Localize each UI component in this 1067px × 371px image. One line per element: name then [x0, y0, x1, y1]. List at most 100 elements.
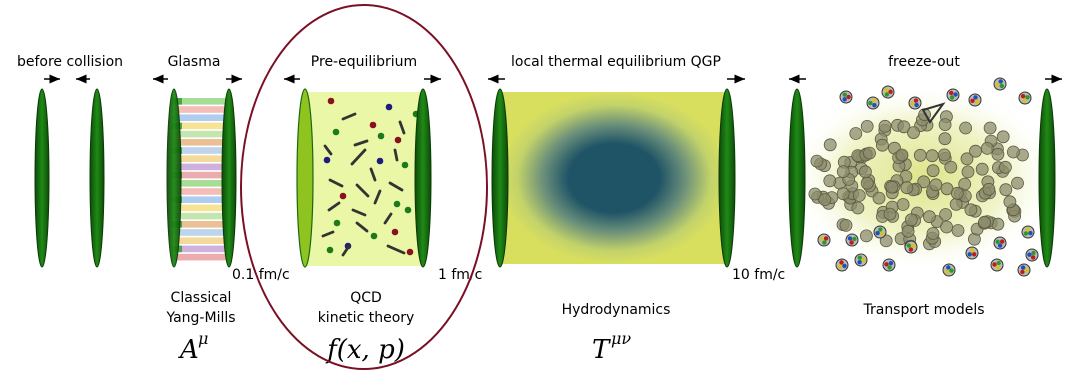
- before-collision-stage: before collision: [17, 54, 123, 268]
- quark-dot: [1027, 252, 1032, 257]
- quark-dot: [849, 240, 854, 245]
- flux-tube-stripe: [172, 188, 226, 195]
- hadron-particle: [879, 234, 893, 248]
- hadron-particle: [808, 187, 822, 201]
- flux-tube-stripe: [172, 163, 226, 171]
- glasma-stage: Glasma 0.1 fm/c Classical Yang-Mills A μ: [153, 54, 290, 365]
- gluon-segment: [327, 201, 341, 212]
- hadron-particle: [964, 203, 978, 217]
- gluon-segment: [350, 148, 367, 166]
- before-collision-title: before collision: [17, 54, 123, 70]
- hadron-particle: [951, 224, 965, 237]
- pre-equilibrium-title: Pre-equilibrium: [311, 54, 417, 70]
- quark-dot: [906, 243, 911, 248]
- hadron-particle: [852, 189, 866, 202]
- quark-dot: [1020, 269, 1025, 275]
- gluon-segment: [355, 221, 369, 233]
- gluon-segment: [373, 189, 382, 205]
- hadron-particle: [978, 215, 991, 229]
- hadron-particle: [929, 178, 943, 192]
- hadron-particle: [938, 132, 952, 146]
- quark-dot: [949, 268, 954, 273]
- hadron-particle: [1007, 145, 1020, 159]
- nucleus-right: [221, 88, 237, 268]
- hadron-particle: [810, 154, 824, 168]
- nucleus-left: [788, 88, 806, 268]
- quark-dot: [884, 92, 890, 97]
- hadron-particle: [885, 180, 899, 194]
- pre-equilibrium-stage: Pre-equilibrium 1 fm/c QCD kinetic theor…: [240, 4, 488, 370]
- flux-tube-stripe: [172, 212, 226, 220]
- quark-dot: [1020, 94, 1026, 99]
- hadron-particle: [960, 152, 974, 166]
- flux-tube-stripe: [172, 139, 226, 146]
- quark-dot: [1028, 230, 1033, 236]
- flux-tube-stripe: [172, 245, 226, 253]
- distribution-function-symbol: f(x, p): [325, 335, 405, 365]
- hadron-particle: [983, 121, 997, 135]
- quark-dot: [837, 264, 843, 269]
- quark-dot: [1025, 95, 1030, 100]
- hadron-particle: [926, 164, 940, 178]
- hadron-particle: [950, 186, 964, 200]
- glasma-field-superscript: μ: [198, 329, 208, 348]
- glasma-theory-line1: Classical: [171, 290, 232, 306]
- hadron-particle: [823, 138, 837, 152]
- hadron-gas: [808, 77, 1039, 277]
- quark-dot: [822, 240, 827, 245]
- flux-tube-stripe: [172, 130, 226, 138]
- hadron-particle: [860, 120, 874, 133]
- quark-dot: [946, 265, 951, 270]
- quark-dot: [842, 92, 847, 97]
- flux-tube-stripe: [172, 221, 226, 228]
- flux-tube-stripe: [172, 180, 226, 187]
- parton-dot: [401, 161, 409, 169]
- quark-dot: [1020, 265, 1026, 270]
- flux-tube-stripe: [172, 204, 226, 212]
- hadron-particle: [944, 160, 958, 174]
- quark-dot: [1025, 227, 1031, 232]
- flux-tube-stripe: [172, 106, 226, 113]
- triangle-icon: [921, 102, 946, 124]
- glasma-theory-line2: Yang-Mills: [165, 310, 235, 326]
- glasma-time-label: 0.1 fm/c: [232, 267, 290, 283]
- quark-dot: [852, 236, 857, 242]
- hadron-particle: [839, 218, 853, 232]
- parton-dot: [376, 157, 384, 165]
- freeze-out-theory: Transport models: [862, 302, 984, 318]
- hadron-particle: [883, 207, 897, 221]
- quark-dot: [857, 255, 862, 260]
- flux-tube-stripe: [172, 122, 226, 130]
- quark-dot: [998, 79, 1003, 84]
- parton-dot: [370, 232, 378, 240]
- highlight-ellipse: [240, 4, 488, 370]
- parton-dot: [369, 121, 377, 129]
- hadron-particle: [859, 165, 872, 179]
- hadron-particle: [836, 165, 850, 179]
- pre-equilibrium-theory-line2: kinetic theory: [318, 310, 415, 326]
- quark-dot: [913, 98, 919, 103]
- quark-dot: [949, 90, 954, 96]
- quark-dot: [872, 98, 877, 103]
- hadron-particle: [969, 144, 982, 158]
- hadron-particle: [851, 201, 865, 215]
- gluon-segment: [383, 212, 393, 225]
- hadron-particle: [876, 138, 889, 152]
- quark-dot: [842, 263, 847, 269]
- hadron-particle: [923, 210, 936, 224]
- hadron-particle: [940, 220, 953, 234]
- quark-dot: [999, 83, 1004, 89]
- parton-dot: [327, 97, 335, 105]
- hadron-particle: [938, 118, 952, 131]
- pre-equilibrium-theory-line1: QCD: [350, 290, 382, 306]
- hadron-particle: [982, 182, 996, 196]
- gluon-segment: [351, 208, 367, 217]
- parton-dot: [332, 128, 340, 136]
- parton-dot: [333, 219, 341, 227]
- hadron-particle: [896, 198, 910, 211]
- quark-dot: [842, 97, 847, 102]
- qgp-theory: Hydrodynamics: [562, 302, 671, 318]
- quark-dot: [1031, 250, 1036, 256]
- freeze-out-stage: freeze-out Transport models: [788, 54, 1062, 318]
- quark-dot: [995, 239, 1000, 244]
